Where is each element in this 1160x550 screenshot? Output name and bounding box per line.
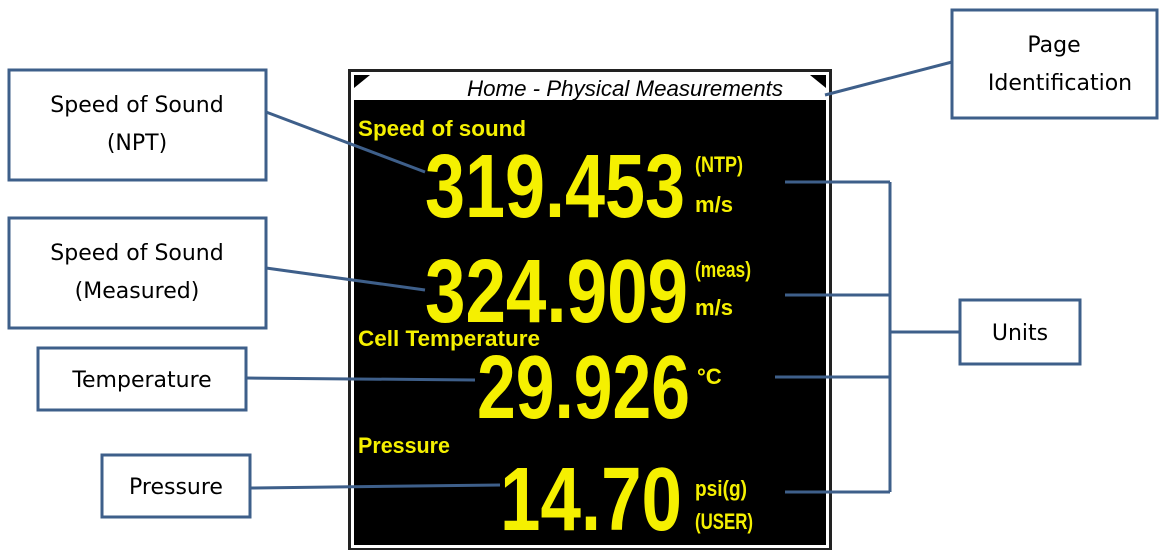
callout-box [950, 8, 1159, 120]
callout-box [958, 298, 1082, 366]
screen-header [354, 75, 826, 100]
callout-line [245, 60, 953, 490]
field-unit: (NTP) [695, 152, 743, 177]
field-label: Cell Temperature [358, 326, 540, 351]
callout-label: Temperature [71, 368, 211, 393]
callout-label: (Measured) [75, 279, 200, 304]
callout-box [100, 453, 252, 519]
field-value: 324.909 [425, 242, 688, 342]
screen-body [354, 100, 826, 545]
field-unit: m/s [695, 295, 733, 320]
callout-label: Identification [988, 71, 1132, 96]
callout-label: (NPT) [107, 131, 167, 156]
field-value: 29.926 [477, 338, 690, 438]
field-unit: psi(g) [695, 476, 747, 501]
field-unit: m/s [695, 192, 733, 217]
field-unit: (meas) [695, 257, 751, 282]
callout-label: Page [1027, 33, 1080, 58]
callout-label: Speed of Sound [50, 241, 223, 266]
callout-box [7, 68, 268, 182]
field-label: Pressure [358, 433, 450, 458]
callout-label: Pressure [129, 475, 223, 500]
field-value: 14.70 [500, 450, 682, 550]
field-unit: °C [697, 364, 722, 389]
callout-box [7, 216, 268, 330]
callout-box [36, 346, 248, 412]
field-value: 319.453 [425, 137, 685, 237]
units-bracket [775, 180, 960, 494]
callout-label: Speed of Sound [50, 93, 223, 118]
field-unit: (USER) [695, 509, 753, 534]
field-label: Speed of sound [358, 116, 526, 141]
page-title: Home - Physical Measurements [467, 76, 783, 101]
callout-label: Units [992, 321, 1048, 346]
